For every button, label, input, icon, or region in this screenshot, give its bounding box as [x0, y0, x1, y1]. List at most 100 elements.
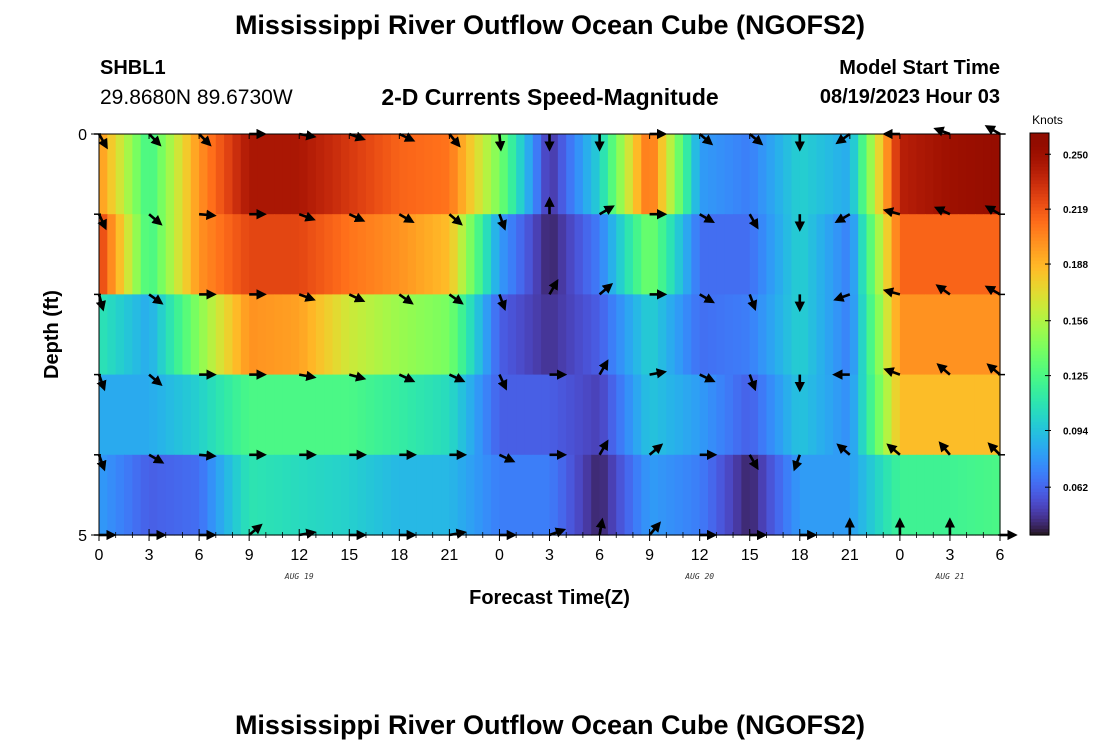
x-tick-label: 0	[895, 547, 904, 564]
colorbar-segment	[1030, 451, 1049, 456]
heatmap-cell	[507, 294, 517, 376]
heatmap-cell	[741, 214, 751, 295]
heatmap-cell	[699, 294, 709, 376]
heatmap-cell	[949, 214, 959, 295]
heatmap-cell	[924, 134, 934, 215]
heatmap-cell	[457, 374, 467, 456]
heatmap-cell	[115, 454, 125, 536]
heatmap-cell	[507, 374, 517, 456]
heatmap-cell	[224, 454, 234, 536]
heatmap-cell	[265, 214, 275, 295]
heatmap-cell	[407, 294, 417, 376]
heatmap-cell	[733, 134, 742, 215]
heatmap-cell	[257, 134, 267, 215]
heatmap-cell	[808, 294, 818, 376]
heatmap-cell	[674, 454, 684, 536]
heatmap-cell	[549, 134, 559, 215]
heatmap-cell	[991, 294, 1001, 376]
heatmap-cell	[908, 134, 918, 215]
direction-arrow	[398, 132, 416, 142]
heatmap-cell	[749, 454, 759, 536]
colorbar-segment	[1030, 210, 1049, 214]
heatmap-cell	[983, 134, 993, 215]
heatmap-cell	[349, 374, 359, 456]
heatmap-cell	[624, 214, 634, 295]
heatmap-cell	[424, 134, 434, 215]
heatmap-cell	[257, 294, 267, 376]
current-speed-chart: 0 3 6 9 12 15 18 21 0 3 6 9 12 15 18 21 0 3 6 AUG 19 AUG 20 A…	[41, 113, 1088, 609]
direction-arrow	[933, 206, 951, 216]
heatmap-cell	[649, 294, 659, 376]
direction-arrow	[598, 282, 614, 296]
heatmap-cell	[733, 214, 742, 295]
colorbar-segment	[1030, 424, 1049, 429]
heatmap-cell	[549, 214, 559, 295]
heatmap-cell	[365, 214, 375, 295]
heatmap-cell	[783, 454, 793, 536]
heatmap-cell	[149, 214, 158, 295]
y-tick-label: 5	[78, 528, 87, 545]
heatmap-cell	[883, 134, 893, 215]
heatmap-cell	[374, 454, 384, 536]
colorbar-segment	[1030, 280, 1049, 285]
heatmap-cell	[983, 214, 993, 295]
heatmap-cell	[758, 454, 767, 536]
heatmap-cell	[174, 294, 184, 376]
heatmap-cell	[666, 134, 676, 215]
colorbar-segment	[1030, 166, 1049, 171]
heatmap-cell	[324, 374, 334, 456]
direction-arrow	[348, 131, 366, 142]
heatmap-cell	[140, 214, 150, 295]
colorbar-segment	[1030, 498, 1049, 503]
heatmap-cell	[974, 214, 984, 295]
colorbar-tick-label: 0.219	[1063, 205, 1088, 216]
heatmap-cell	[491, 134, 501, 215]
heatmap-cell	[516, 294, 526, 376]
heatmap-cell	[649, 374, 659, 456]
heatmap-cell	[691, 134, 701, 215]
heatmap-cell	[566, 294, 576, 376]
colorbar-segment	[1030, 474, 1049, 479]
colorbar-segment	[1030, 384, 1049, 389]
heatmap-cell	[582, 454, 592, 536]
heatmap-cell	[516, 374, 526, 456]
heatmap-cell	[190, 294, 200, 376]
heatmap-cell	[741, 294, 751, 376]
heatmap-cell	[441, 214, 450, 295]
heatmap-cell	[165, 134, 175, 215]
heatmap-cell	[265, 134, 275, 215]
heatmap-cell	[933, 454, 943, 536]
heatmap-cell	[682, 454, 692, 536]
heatmap-cell	[457, 454, 467, 536]
heatmap-cell	[833, 454, 843, 536]
heatmap-cell	[182, 134, 192, 215]
heatmap-cell	[591, 134, 601, 215]
date-label: AUG 20	[684, 572, 714, 581]
heatmap-cell	[365, 294, 375, 376]
heatmap-cell	[849, 454, 859, 536]
direction-arrow	[448, 372, 466, 383]
colorbar-segment	[1030, 133, 1049, 137]
heatmap-cell	[124, 214, 133, 295]
heatmap-cell	[332, 374, 342, 456]
heatmap-cell	[766, 294, 776, 376]
heatmap-cell	[174, 374, 184, 456]
heatmap-cell	[174, 134, 184, 215]
direction-arrow	[598, 439, 609, 456]
heatmap-cell	[124, 134, 133, 215]
heatmap-cell	[449, 214, 459, 295]
heatmap-cell	[833, 214, 843, 295]
heatmap-cell	[299, 214, 309, 295]
direction-arrow	[648, 521, 662, 536]
heatmap-cell	[482, 214, 492, 295]
heatmap-cell	[99, 214, 108, 295]
heatmap-cell	[891, 214, 901, 295]
heatmap-cell	[774, 134, 784, 215]
heatmap-cell	[557, 374, 567, 456]
heatmap-cell	[132, 454, 142, 536]
heatmap-cell	[791, 214, 801, 295]
heatmap-cell	[182, 454, 192, 536]
heatmap-cell	[249, 374, 259, 456]
heatmap-cell	[908, 454, 918, 536]
heatmap-cell	[99, 374, 108, 456]
